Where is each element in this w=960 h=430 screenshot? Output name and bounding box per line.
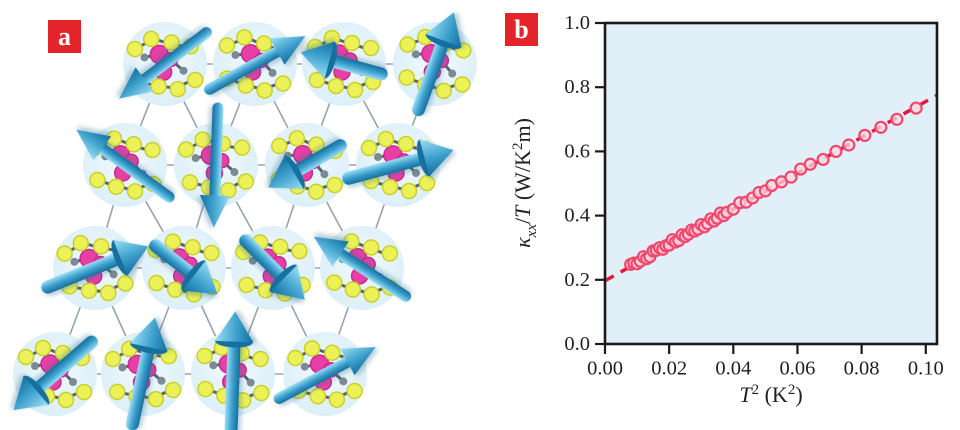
data-point xyxy=(842,138,856,152)
spin-arrow xyxy=(273,347,376,404)
lattice-site xyxy=(300,22,388,106)
data-point xyxy=(784,170,798,184)
lattice-site xyxy=(342,123,454,207)
lattice-site xyxy=(101,317,185,430)
data-point xyxy=(829,144,843,158)
x-tick-label: 0.08 xyxy=(844,358,880,380)
scatter-plot-svg: 0.00 0.02 0.04 0.06 0.08 0.10 0.0 0.2 0.4 0.6 0.8 1… xyxy=(510,12,944,407)
spin-arrow xyxy=(411,12,462,117)
lattice-site xyxy=(393,12,477,117)
lattice-site xyxy=(13,332,99,416)
data-point xyxy=(874,120,888,134)
x-tick-label: 0.00 xyxy=(587,358,623,380)
y-tick-label: 0.0 xyxy=(564,333,590,355)
data-point xyxy=(816,152,830,167)
x-tick-label: 0.02 xyxy=(651,358,687,380)
spin-arrow xyxy=(41,239,149,294)
x-tick-label: 0.04 xyxy=(715,358,751,380)
lattice-site xyxy=(76,123,175,207)
plot-frame xyxy=(603,21,939,346)
y-tick-label: 1.0 xyxy=(564,12,590,34)
spin-arrow xyxy=(300,41,388,81)
data-point xyxy=(803,157,817,171)
data-point xyxy=(890,112,904,126)
y-axis-label: κxx/T (W/K2m) xyxy=(510,118,540,248)
x-tick-label: 0.10 xyxy=(908,358,944,380)
lattice-site xyxy=(265,123,349,207)
lattice-site xyxy=(142,226,226,310)
lattice-site xyxy=(191,311,275,430)
spin-arrow xyxy=(215,311,254,430)
lattice-site xyxy=(119,22,213,106)
spin-arrow xyxy=(199,102,230,228)
spin-arrow xyxy=(313,236,412,302)
lattice-site xyxy=(313,226,412,310)
lattice-site xyxy=(174,102,258,228)
lattice-site xyxy=(204,22,306,106)
y-tick-label: 0.6 xyxy=(564,140,590,162)
data-point xyxy=(858,128,872,142)
spin-arrow xyxy=(239,234,305,300)
spin-arrow xyxy=(342,139,454,185)
y-tick-label: 0.8 xyxy=(564,76,590,98)
lattice-site xyxy=(273,332,376,416)
panel-a-illustration xyxy=(13,12,477,430)
x-tick-label: 0.06 xyxy=(780,358,816,380)
panel-a-label-badge: a xyxy=(48,20,81,53)
spin-arrow xyxy=(268,139,347,190)
spin-arrow xyxy=(149,239,218,295)
y-tick-label: 0.4 xyxy=(564,205,590,227)
spin-arrow xyxy=(76,129,175,203)
x-axis-label: T2 (K2) xyxy=(739,382,802,407)
panel-b-label-badge: b xyxy=(505,13,538,46)
lattice-lines xyxy=(54,63,436,375)
lattice-site xyxy=(41,226,149,310)
lattice-site xyxy=(231,226,315,310)
y-tick-label: 0.2 xyxy=(564,269,590,291)
molecule-glyph xyxy=(177,131,255,199)
data-point xyxy=(909,101,923,115)
spin-arrow xyxy=(13,335,99,411)
spin-lattice-svg xyxy=(13,12,477,430)
panel-b-plot: 0.00 0.02 0.04 0.06 0.08 0.10 0.0 0.2 0.4 0.6 0.8 1… xyxy=(480,0,960,430)
spin-arrow xyxy=(119,27,213,99)
spin-arrow xyxy=(125,317,168,430)
spin-arrow xyxy=(204,36,306,95)
